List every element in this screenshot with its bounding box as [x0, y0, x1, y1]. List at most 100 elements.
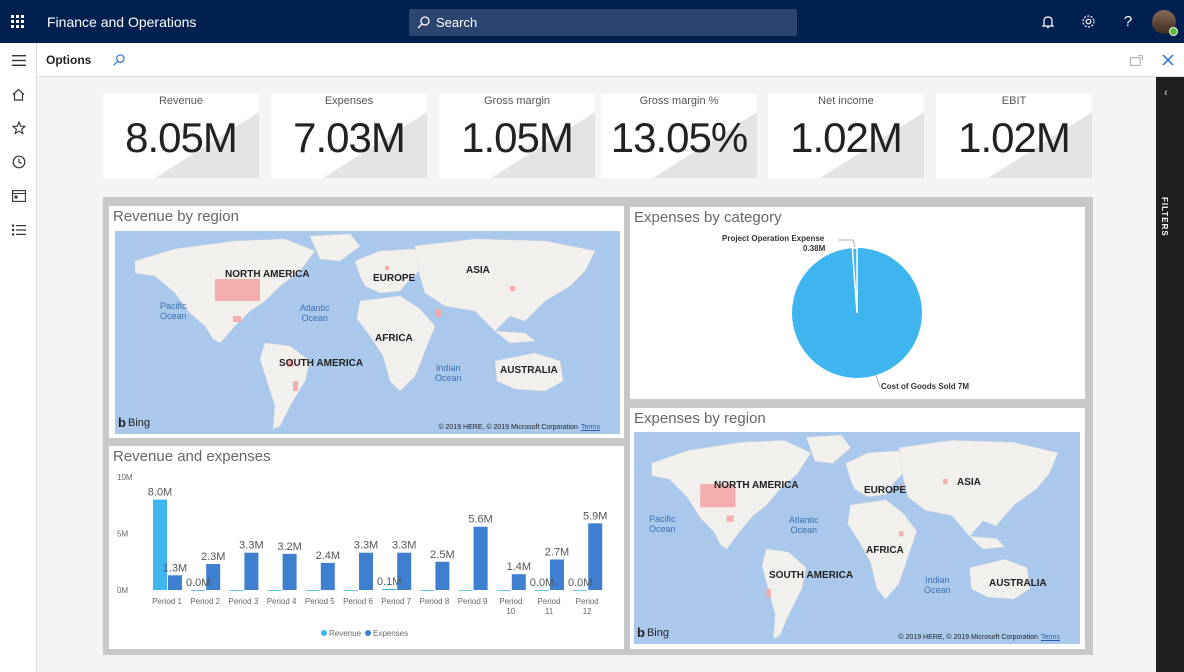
home-button[interactable]	[0, 77, 37, 111]
highlighted-region[interactable]	[899, 484, 903, 489]
chevron-left-icon[interactable]: ‹	[1164, 87, 1168, 99]
app-title[interactable]: Finance and Operations	[47, 13, 197, 30]
kpi-background-shape	[820, 112, 924, 178]
indonesia-landmass	[968, 536, 1006, 550]
highlighted-region[interactable]	[233, 316, 241, 322]
kpi-card[interactable]: Net income 1.02M	[768, 94, 924, 178]
highlighted-region[interactable]	[215, 279, 260, 301]
pie-chart	[792, 239, 922, 388]
kpi-card[interactable]: Expenses 7.03M	[271, 94, 427, 178]
expenses-data-label: 3.2M	[277, 541, 301, 553]
bing-icon: b	[118, 415, 126, 430]
expenses-by-region-tile[interactable]: Expenses by region NORTH AMERICA EUROPE AS…	[630, 408, 1085, 649]
open-in-new-window-button[interactable]	[1120, 43, 1152, 77]
revenue-bar[interactable]	[458, 590, 473, 591]
question-icon: ?	[1123, 13, 1133, 30]
search-box[interactable]: Search	[409, 9, 797, 36]
revenue-data-label: 8.0M	[148, 487, 172, 499]
expenses-bar[interactable]	[168, 575, 182, 590]
revenue-by-region-tile[interactable]: Revenue by region NORTH AMERICA EUROPE ASI…	[109, 206, 624, 438]
asia-label: ASIA	[466, 265, 490, 276]
terms-link[interactable]: Terms	[1040, 634, 1060, 641]
tile-title: Revenue and expenses	[113, 448, 271, 465]
revenue-and-expenses-tile[interactable]: Revenue and expenses 10M 5M 0M 8.0M 1.3M Peri…	[109, 446, 624, 649]
highlighted-region[interactable]	[726, 515, 734, 522]
south-america-landmass	[761, 548, 807, 640]
legend-dot	[365, 630, 371, 636]
expenses-bar[interactable]	[359, 552, 373, 590]
filters-label: FILTERS	[1160, 197, 1169, 237]
kpi-card[interactable]: Gross margin % 13.05%	[601, 94, 757, 178]
kpi-card[interactable]: Gross margin 1.05M	[439, 94, 595, 178]
revenue-bar[interactable]	[535, 590, 549, 591]
kpi-card[interactable]: EBIT 1.02M	[936, 94, 1092, 178]
workspaces-button[interactable]	[0, 179, 37, 213]
revenue-bar[interactable]	[305, 590, 320, 591]
user-avatar[interactable]	[1152, 9, 1178, 36]
waffle-icon	[10, 15, 24, 28]
highlighted-region[interactable]	[943, 479, 948, 485]
map-copyright: © 2019 HERE, © 2019 Microsoft Corporatio…	[898, 634, 1060, 641]
revenue-bar[interactable]	[420, 590, 435, 591]
search-icon	[417, 16, 430, 29]
europe-landmass	[845, 450, 909, 497]
filters-pane[interactable]: ‹ FILTERS	[1156, 77, 1184, 672]
modules-button[interactable]	[0, 213, 37, 247]
revenue-bar[interactable]	[229, 590, 244, 591]
bing-logo: b Bing	[637, 625, 669, 640]
recent-button[interactable]	[0, 145, 37, 179]
highlighted-region[interactable]	[766, 588, 771, 598]
revenue-bar[interactable]	[573, 590, 588, 591]
highlighted-region[interactable]	[435, 309, 441, 317]
highlighted-region[interactable]	[899, 531, 904, 537]
x-tick-label: Period 10	[499, 597, 522, 616]
revenue-bar[interactable]	[344, 590, 358, 591]
expenses-bar[interactable]	[320, 562, 335, 590]
app-launcher-button[interactable]	[0, 0, 34, 43]
expenses-bar[interactable]	[435, 561, 450, 590]
asia-label: ASIA	[957, 477, 981, 488]
australia-landmass	[494, 352, 564, 392]
highlighted-region[interactable]	[385, 266, 389, 270]
revenue-bar[interactable]	[382, 588, 397, 590]
highlighted-region[interactable]	[293, 381, 298, 391]
revenue-data-label: 0.0M	[186, 577, 210, 589]
expenses-bar[interactable]	[511, 574, 526, 590]
settings-button[interactable]	[1068, 0, 1108, 43]
highlighted-region[interactable]	[510, 286, 515, 291]
highlighted-region[interactable]	[287, 359, 293, 367]
pie-slice-project-operation[interactable]	[851, 247, 858, 314]
x-tick-label: Period 9	[458, 597, 488, 606]
expenses-bar[interactable]	[473, 526, 488, 590]
help-button[interactable]: ?	[1108, 0, 1148, 43]
legend-dot	[321, 630, 327, 636]
expenses-bar[interactable]	[282, 553, 297, 590]
expenses-data-label: 3.3M	[239, 540, 263, 552]
expenses-bar[interactable]	[588, 523, 603, 590]
south-america-label: SOUTH AMERICA	[279, 358, 364, 369]
terms-link[interactable]: Terms	[580, 424, 600, 431]
expenses-bar[interactable]	[397, 552, 412, 590]
favorites-button[interactable]	[0, 111, 37, 145]
close-button[interactable]	[1152, 43, 1184, 77]
revenue-bar[interactable]	[496, 590, 511, 591]
pie-leader-line	[875, 374, 881, 388]
expenses-bar[interactable]	[206, 564, 221, 590]
expenses-bar[interactable]	[550, 559, 564, 590]
revenue-bar[interactable]	[267, 590, 282, 591]
x-tick-label: Period 7	[381, 597, 411, 606]
expenses-map[interactable]: NORTH AMERICA EUROPE ASIA AFRICA SOUTH AMERI…	[634, 432, 1080, 644]
expenses-bar[interactable]	[244, 552, 259, 590]
menu-button[interactable]	[0, 43, 37, 77]
revenue-bar[interactable]	[153, 499, 167, 590]
kpi-card[interactable]: Revenue 8.05M	[103, 94, 259, 178]
notifications-button[interactable]	[1028, 0, 1068, 43]
page-search-button[interactable]	[113, 53, 126, 66]
tile-title: Expenses by category	[634, 209, 782, 226]
revenue-bar[interactable]	[191, 590, 206, 591]
highlighted-region[interactable]	[700, 484, 736, 508]
indonesia-landmass	[494, 330, 536, 344]
north-america-label: NORTH AMERICA	[714, 480, 799, 491]
revenue-map[interactable]: NORTH AMERICA EUROPE ASIA AFRICA SOUTH AMERI…	[115, 231, 620, 434]
expenses-by-category-tile[interactable]: Expenses by category Project Operation E…	[630, 207, 1085, 399]
